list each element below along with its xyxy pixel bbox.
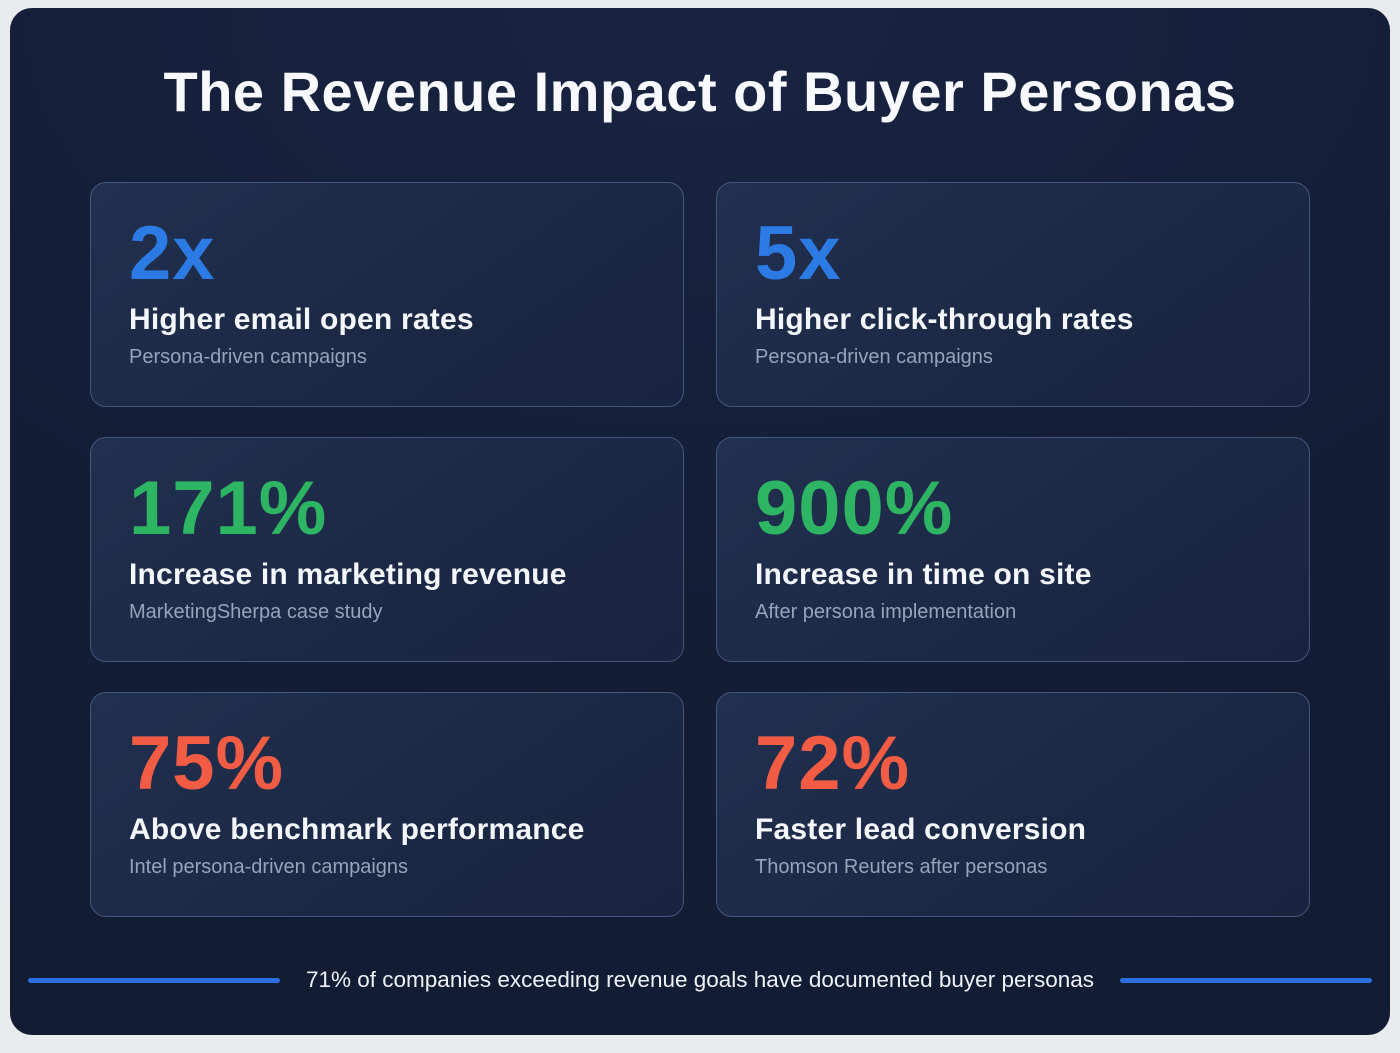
stat-card-time-on-site: 900% Increase in time on site After pers… — [716, 437, 1310, 663]
footer: 71% of companies exceeding revenue goals… — [28, 967, 1372, 993]
stat-value: 2x — [129, 211, 216, 297]
stat-source: MarketingSherpa case study — [129, 600, 383, 623]
stat-label: Increase in marketing revenue — [129, 557, 567, 591]
stat-card-lead-conversion: 72% Faster lead conversion Thomson Reute… — [716, 692, 1310, 918]
stat-card-email-open-rates: 2x Higher email open rates Persona-drive… — [90, 182, 684, 408]
stat-source: After persona implementation — [755, 600, 1017, 623]
footer-text: 71% of companies exceeding revenue goals… — [305, 967, 1095, 993]
stat-source: Intel persona-driven campaigns — [129, 855, 409, 878]
footer-line-left — [28, 977, 280, 983]
stat-label: Above benchmark performance — [129, 812, 585, 846]
stat-label: Higher email open rates — [129, 302, 474, 336]
stat-value: 75% — [129, 721, 285, 807]
stats-grid: 2x Higher email open rates Persona-drive… — [90, 182, 1310, 918]
page-title: The Revenue Impact of Buyer Personas — [163, 60, 1237, 123]
stat-source: Persona-driven campaigns — [755, 345, 993, 368]
stat-label: Increase in time on site — [755, 557, 1092, 591]
stat-label: Higher click-through rates — [755, 302, 1134, 336]
stat-card-marketing-revenue: 171% Increase in marketing revenue Marke… — [90, 437, 684, 663]
stat-source: Persona-driven campaigns — [129, 345, 367, 368]
stat-value: 171% — [129, 466, 328, 552]
stat-source: Thomson Reuters after personas — [755, 855, 1048, 878]
stat-label: Faster lead conversion — [755, 812, 1087, 846]
stat-value: 72% — [755, 721, 911, 807]
stat-card-benchmark-performance: 75% Above benchmark performance Intel pe… — [90, 692, 684, 918]
infographic-panel: The Revenue Impact of Buyer Personas 2x … — [10, 8, 1390, 1035]
stat-card-click-through-rates: 5x Higher click-through rates Persona-dr… — [716, 182, 1310, 408]
stat-value: 5x — [755, 211, 842, 297]
footer-line-right — [1120, 977, 1372, 983]
stat-value: 900% — [755, 466, 954, 552]
